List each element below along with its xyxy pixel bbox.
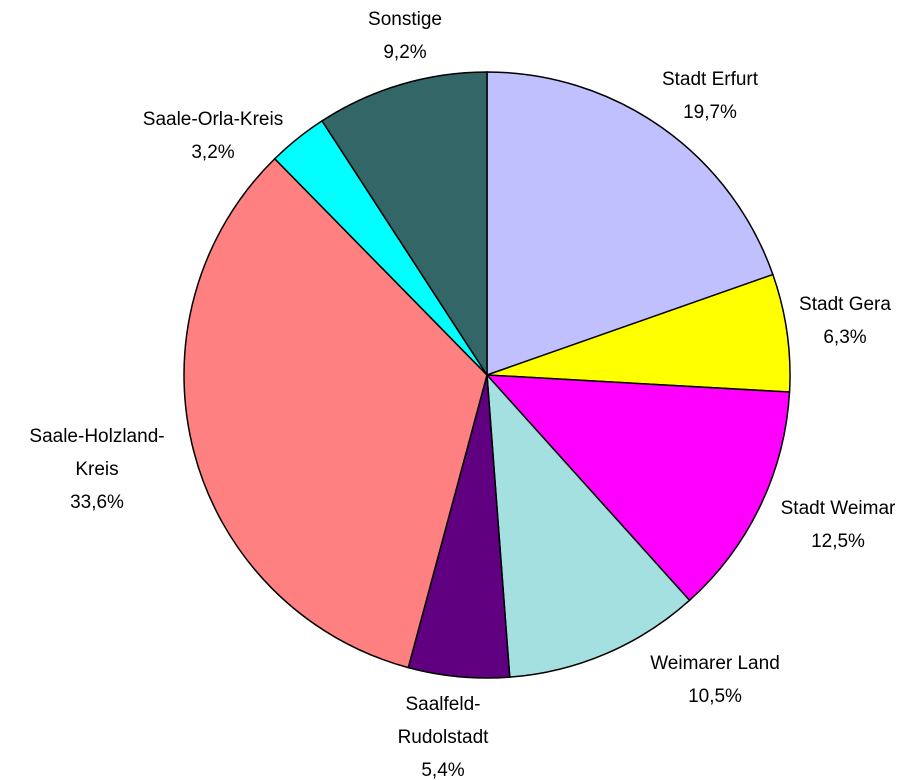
pie-slice — [320, 71, 488, 378]
slice-label: Weimarer Land — [650, 653, 780, 674]
slice-label: Sonstige — [368, 9, 442, 30]
slice-value-label: 19,7% — [683, 102, 737, 123]
slice-label: Saale-Orla-Kreis — [143, 109, 283, 130]
pie-slice — [486, 273, 791, 393]
slice-label: Stadt Weimar — [781, 498, 896, 519]
pie-slice — [486, 372, 691, 678]
slice-value-label: 6,3% — [823, 327, 866, 348]
slice-label: Saalfeld-Rudolstadt — [398, 694, 490, 748]
slice-value-label: 5,4% — [421, 760, 464, 780]
slice-value-label: 12,5% — [811, 531, 865, 552]
slice-label: Stadt Erfurt — [662, 69, 759, 90]
slice-value-label: 33,6% — [70, 492, 124, 513]
slice-value-label: 9,2% — [383, 42, 426, 63]
slice-value-label: 10,5% — [688, 686, 742, 707]
pie-slice — [485, 374, 791, 602]
slice-label: Saale-Holzland-Kreis — [29, 426, 164, 480]
pie-slice — [183, 157, 488, 669]
slice-label: Stadt Gera — [799, 294, 891, 315]
slice-value-label: 3,2% — [191, 142, 234, 163]
